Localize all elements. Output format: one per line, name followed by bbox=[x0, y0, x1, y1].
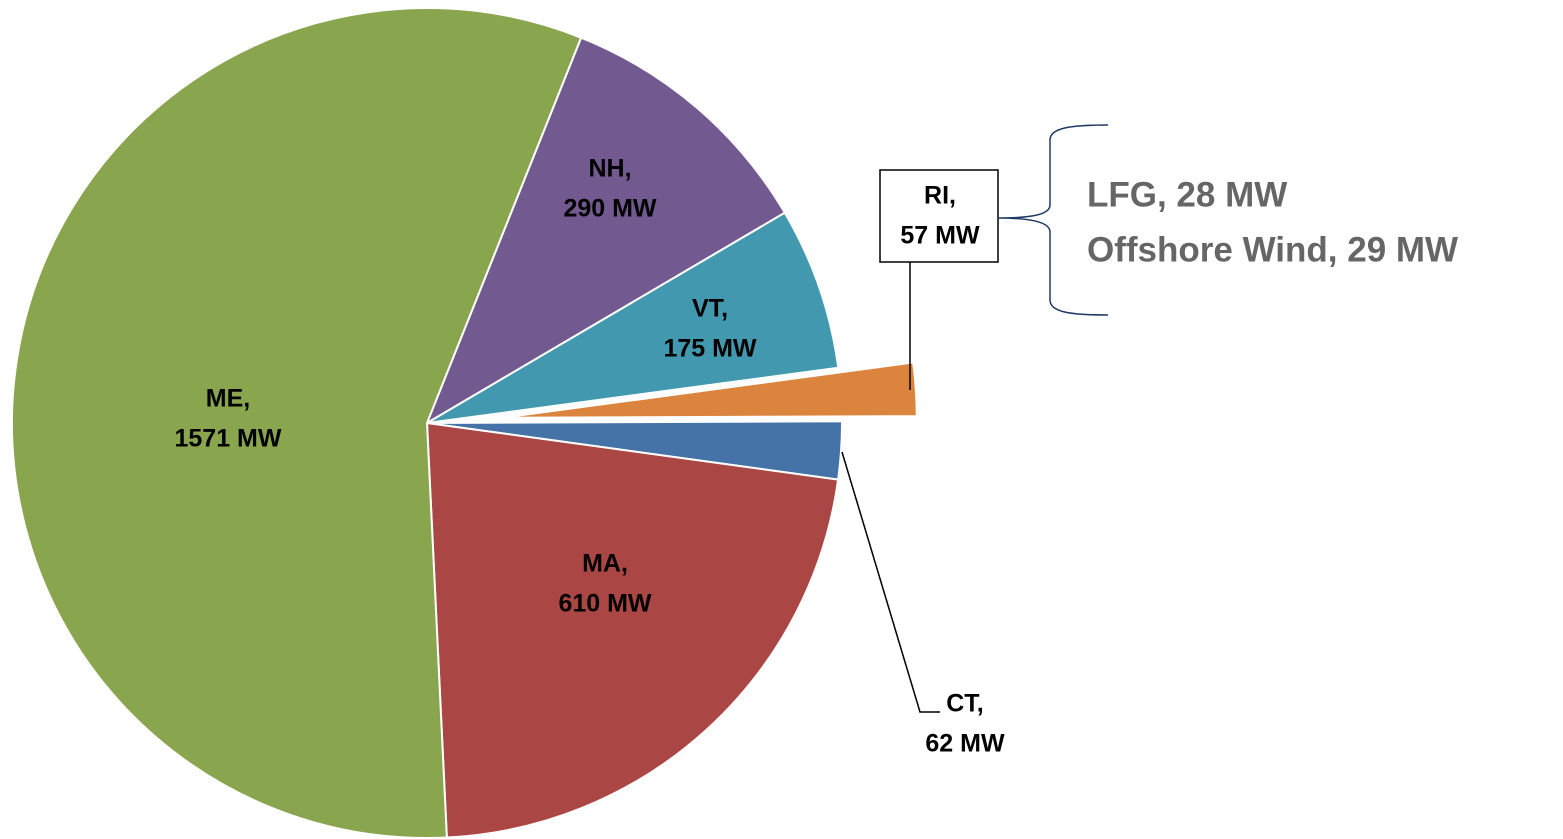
brace bbox=[997, 124, 1109, 316]
data-label-value: 57 MW bbox=[900, 222, 980, 250]
annotation: LFG, 28 MW bbox=[1087, 175, 1287, 214]
data-label-category: VT, bbox=[692, 295, 728, 323]
data-label-value: 175 MW bbox=[663, 335, 756, 363]
ct-leader bbox=[841, 451, 940, 713]
data-label-category: NH, bbox=[588, 155, 631, 183]
data-label-category: CT, bbox=[946, 690, 984, 718]
data-label-category: MA, bbox=[582, 550, 628, 578]
ri-label-box bbox=[879, 169, 999, 263]
pie-slice bbox=[426, 211, 840, 424]
data-label-value: 62 MW bbox=[925, 730, 1005, 758]
pie-slice bbox=[425, 421, 840, 839]
data-label-value: 610 MW bbox=[558, 590, 651, 618]
pie-slice bbox=[501, 361, 918, 419]
data-label-value: 1571 MW bbox=[175, 425, 282, 453]
data-label-category: ME, bbox=[206, 385, 250, 413]
pie-slice bbox=[424, 36, 787, 426]
pie-slice bbox=[11, 7, 583, 839]
annotation: Offshore Wind, 29 MW bbox=[1087, 230, 1458, 269]
data-label-value: 290 MW bbox=[563, 195, 656, 223]
data-label-category: RI, bbox=[924, 182, 956, 210]
